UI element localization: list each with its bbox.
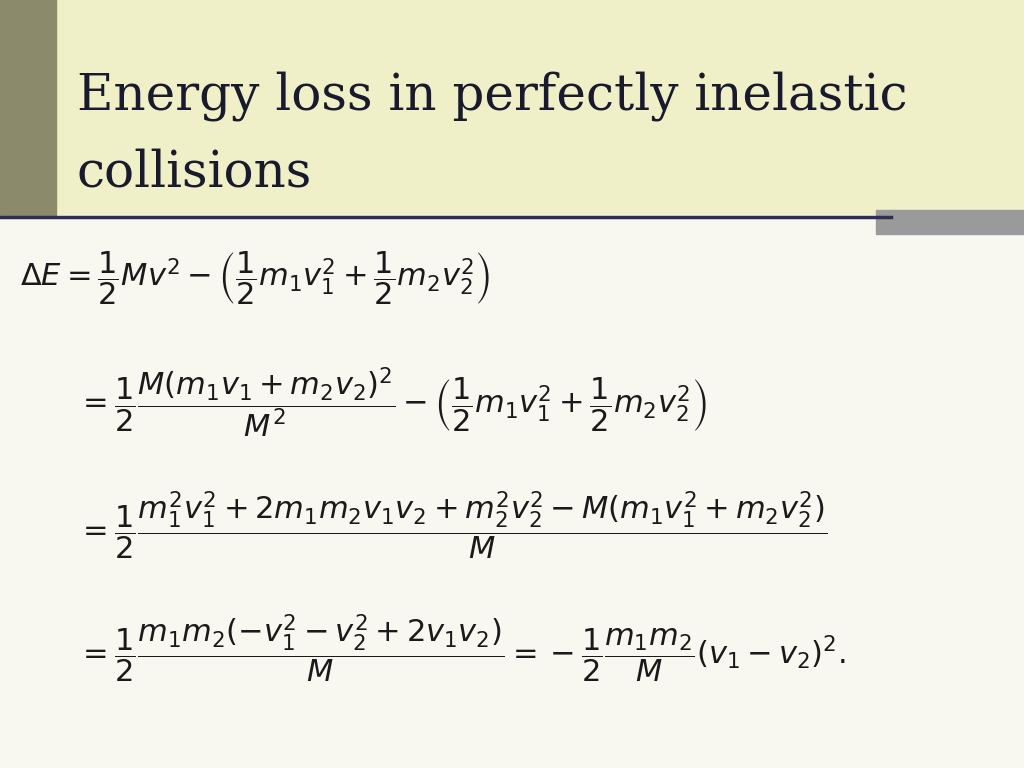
Bar xyxy=(0,215,1024,768)
Text: $\Delta E = \dfrac{1}{2}Mv^2 - \left(\dfrac{1}{2}m_1v_1^2 + \dfrac{1}{2}m_2v_2^2: $\Delta E = \dfrac{1}{2}Mv^2 - \left(\df… xyxy=(20,250,492,306)
Text: $= \dfrac{1}{2}\dfrac{m_1^2v_1^2 + 2m_1m_2v_1v_2 + m_2^2v_2^2 - M(m_1v_1^2 + m_2: $= \dfrac{1}{2}\dfrac{m_1^2v_1^2 + 2m_1m… xyxy=(77,490,826,562)
Bar xyxy=(0,0,1024,215)
Bar xyxy=(0,0,56,215)
Text: collisions: collisions xyxy=(77,148,312,197)
Text: Energy loss in perfectly inelastic: Energy loss in perfectly inelastic xyxy=(77,71,907,121)
Text: $= \dfrac{1}{2}\dfrac{M(m_1v_1 + m_2v_2)^2}{M^2} - \left(\dfrac{1}{2}m_1v_1^2 + : $= \dfrac{1}{2}\dfrac{M(m_1v_1 + m_2v_2)… xyxy=(77,366,707,440)
Bar xyxy=(876,210,1024,234)
Text: $= \dfrac{1}{2}\dfrac{m_1m_2(-v_1^2 - v_2^2 + 2v_1v_2)}{M} = -\dfrac{1}{2}\dfrac: $= \dfrac{1}{2}\dfrac{m_1m_2(-v_1^2 - v_… xyxy=(77,613,846,685)
